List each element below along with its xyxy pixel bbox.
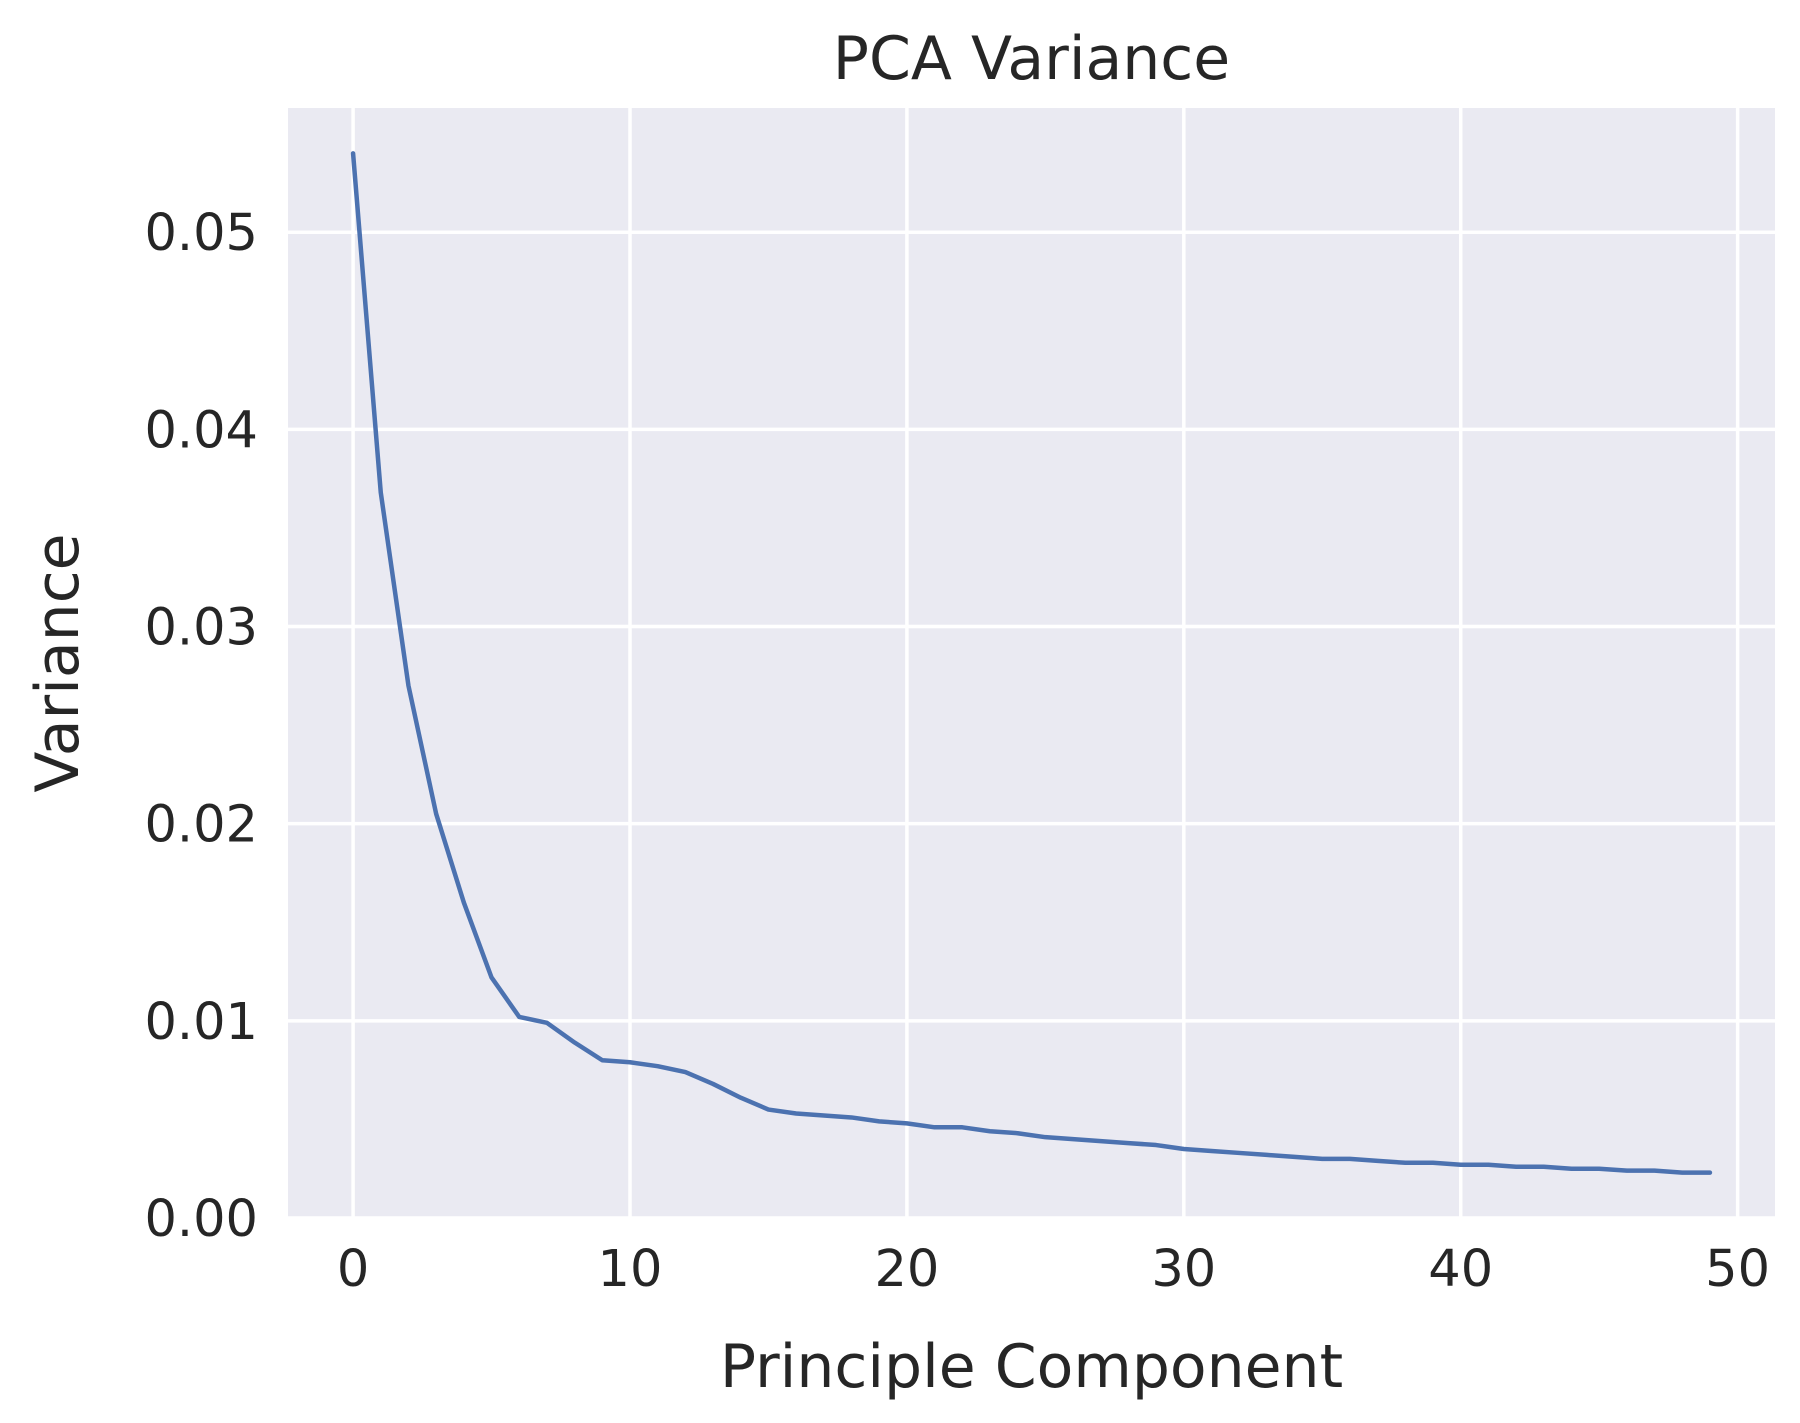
- x-tick-label: 0: [337, 1240, 369, 1299]
- y-tick-label: 0.05: [144, 204, 258, 263]
- x-tick-label: 50: [1705, 1240, 1770, 1299]
- y-axis-ticks: 0.00 0.01 0.02 0.03 0.04 0.05: [144, 204, 258, 1249]
- y-tick-label: 0.01: [144, 993, 258, 1052]
- variance-line: [350, 151, 1713, 1175]
- x-axis-ticks: 0 10 20 30 40 50: [337, 1240, 1770, 1299]
- series-layer: [350, 151, 1713, 1175]
- x-tick-label: 20: [874, 1240, 939, 1299]
- plot-background: [288, 108, 1775, 1218]
- x-axis-title: Principle Component: [720, 1332, 1343, 1402]
- x-tick-label: 30: [1151, 1240, 1216, 1299]
- y-tick-label: 0.00: [144, 1190, 258, 1249]
- y-axis-title: Variance: [23, 533, 93, 792]
- y-tick-label: 0.03: [144, 599, 258, 658]
- y-tick-label: 0.04: [144, 401, 258, 460]
- chart-title: PCA Variance: [833, 24, 1230, 94]
- grid-lines: [288, 108, 1775, 1220]
- x-tick-label: 10: [598, 1240, 663, 1299]
- y-tick-label: 0.02: [144, 796, 258, 855]
- x-tick-label: 40: [1428, 1240, 1493, 1299]
